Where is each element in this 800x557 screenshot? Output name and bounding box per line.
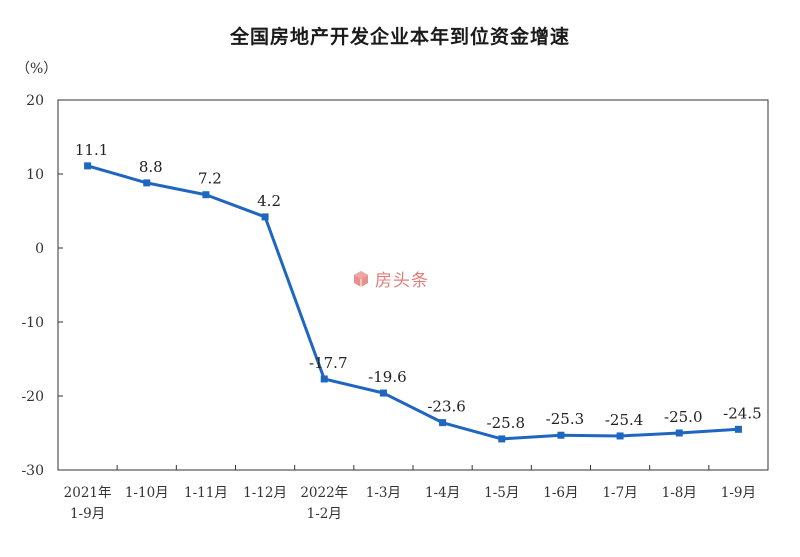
x-tick-label: 1-4月	[425, 485, 460, 501]
y-tick-label: 10	[26, 167, 44, 183]
y-axis-unit-label: （%）	[16, 61, 58, 77]
series-line	[87, 164, 739, 441]
x-tick-label: 1-12月	[243, 485, 287, 501]
data-point-marker	[616, 432, 624, 440]
x-tick-label: 1-6月	[543, 485, 578, 501]
data-point-marker	[320, 375, 328, 383]
y-tick-label: -10	[21, 315, 44, 331]
data-label: -25.3	[546, 410, 584, 428]
watermark: 房头条	[352, 266, 429, 291]
data-point-marker	[379, 389, 387, 397]
data-label: -25.4	[605, 411, 643, 429]
chart-title: 全国房地产开发企业本年到位资金增速	[229, 26, 570, 48]
data-point-marker	[261, 213, 269, 221]
data-point-marker	[439, 419, 447, 427]
x-tick-label: 1-8月	[662, 485, 697, 501]
x-tick-label: 1-7月	[602, 485, 637, 501]
data-label: 11.1	[75, 141, 108, 159]
x-tick-label: 1-5月	[484, 485, 519, 501]
y-tick-label: -20	[21, 389, 44, 405]
data-label: -25.0	[664, 408, 702, 426]
y-tick-label: 20	[26, 93, 44, 109]
data-point-marker	[143, 179, 151, 187]
data-label: -17.7	[309, 354, 347, 372]
data-label: -24.5	[723, 404, 761, 422]
data-label: -25.8	[487, 414, 525, 432]
data-label: -23.6	[427, 398, 465, 416]
data-label: 4.2	[257, 192, 281, 210]
axes: 20 10 0 -10 -20 -30 2021年 1-9月 1-10月 1-11月 1-12月 20…	[21, 93, 769, 522]
series-layer	[84, 162, 742, 443]
data-point-marker	[84, 162, 92, 170]
watermark-text: 房头条	[375, 271, 429, 291]
data-label: 8.8	[139, 158, 163, 176]
data-label: 7.2	[198, 170, 222, 188]
data-point-marker	[734, 425, 742, 433]
y-tick-label: 0	[35, 241, 44, 257]
x-tick-label: 1-9月	[721, 485, 756, 501]
x-tick-label: 1-2月	[307, 506, 342, 522]
x-tick-label: 2022年	[300, 485, 348, 501]
box-logo-icon	[354, 270, 368, 287]
x-tick-label: 1-3月	[366, 485, 401, 501]
x-tick-label: 1-10月	[125, 485, 169, 501]
x-tick-label: 2021年	[64, 485, 112, 501]
data-point-marker	[557, 431, 565, 439]
data-point-marker	[498, 435, 506, 443]
data-point-marker	[202, 191, 210, 199]
x-tick-label: 1-9月	[70, 506, 105, 522]
data-label: -19.6	[368, 368, 406, 386]
data-point-marker	[675, 429, 683, 437]
data-labels: 11.1 8.8 7.2 4.2 -17.7 -19.6 -23.6 -25.8 -25.3 -2…	[75, 141, 762, 432]
x-tick-label: 1-11月	[184, 485, 228, 501]
y-tick-label: -30	[21, 463, 44, 479]
